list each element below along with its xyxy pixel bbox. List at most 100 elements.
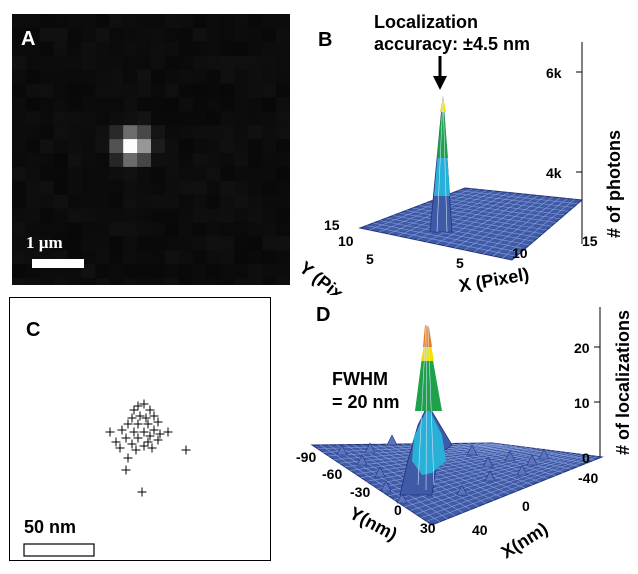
- image-pixel: [53, 208, 69, 224]
- image-pixel: [81, 208, 96, 224]
- image-pixel: [164, 55, 180, 71]
- image-pixel: [178, 97, 194, 112]
- image-pixel: [262, 166, 277, 182]
- image-pixel: [206, 222, 222, 237]
- image-pixel: [67, 194, 83, 210]
- localization-cross: [145, 431, 155, 441]
- image-pixel: [53, 83, 69, 98]
- image-pixel: [234, 250, 249, 265]
- image-pixel: [151, 153, 166, 168]
- image-pixel: [25, 97, 41, 112]
- image-pixel: [123, 125, 138, 140]
- image-pixel: [95, 264, 110, 279]
- image-pixel: [220, 236, 235, 251]
- image-pixel: [67, 125, 83, 140]
- image-pixel: [178, 111, 194, 126]
- image-pixel: [192, 153, 208, 168]
- image-pixel: [39, 194, 55, 210]
- image-pixel: [81, 278, 96, 285]
- image-pixel: [192, 97, 208, 112]
- y-tick-5: 5: [366, 251, 374, 267]
- image-pixel: [164, 278, 180, 285]
- image-pixel: [178, 264, 194, 279]
- floor-spike: [374, 466, 386, 478]
- image-pixel: [248, 236, 263, 251]
- image-pixel: [81, 111, 96, 126]
- image-pixel: [248, 166, 263, 182]
- y-tick-15: 15: [324, 217, 340, 233]
- peak-green: [437, 96, 448, 158]
- image-pixel: [137, 14, 152, 29]
- image-pixel: [12, 208, 27, 224]
- image-pixel: [276, 125, 290, 140]
- image-pixel: [151, 208, 166, 224]
- image-pixel: [39, 69, 55, 85]
- image-pixel: [109, 208, 124, 224]
- image-pixel: [109, 264, 124, 279]
- image-pixel: [137, 83, 152, 98]
- image-pixel: [151, 236, 166, 251]
- image-pixel: [276, 278, 290, 285]
- image-pixel: [164, 83, 180, 98]
- image-pixel: [39, 208, 55, 224]
- image-pixel: [12, 166, 27, 182]
- image-pixel: [234, 55, 249, 71]
- image-pixel: [248, 278, 263, 285]
- image-pixel: [262, 27, 277, 43]
- image-pixel: [53, 55, 69, 71]
- floor-spike: [484, 470, 496, 482]
- z-tick-4k: 4k: [546, 165, 562, 181]
- localization-cross: [143, 437, 153, 447]
- image-pixel: [67, 180, 83, 196]
- localization-cross: [121, 465, 131, 475]
- image-pixel: [25, 27, 41, 43]
- image-pixel: [276, 83, 290, 98]
- image-pixel: [206, 97, 222, 112]
- image-pixel: [109, 250, 124, 265]
- image-pixel: [109, 27, 124, 43]
- image-pixel: [95, 180, 110, 196]
- image-pixel: [39, 97, 55, 112]
- image-pixel: [12, 236, 27, 251]
- image-pixel: [220, 14, 235, 29]
- image-pixel: [206, 69, 222, 85]
- localization-cross: [127, 439, 137, 449]
- image-pixel: [123, 222, 138, 237]
- image-pixel: [248, 125, 263, 140]
- image-pixel: [262, 139, 277, 154]
- localization-cross: [153, 417, 163, 427]
- floor-spike: [456, 484, 468, 496]
- image-pixel: [276, 139, 290, 154]
- image-pixel: [220, 139, 235, 154]
- image-pixel: [276, 14, 290, 29]
- image-pixel: [25, 278, 41, 285]
- image-pixel: [123, 194, 138, 210]
- image-pixel: [95, 166, 110, 182]
- image-pixel: [137, 153, 152, 168]
- image-pixel: [12, 83, 27, 98]
- image-pixel: [81, 27, 96, 43]
- image-pixel: [39, 83, 55, 98]
- image-pixel: [164, 69, 180, 85]
- image-pixel: [248, 264, 263, 279]
- image-pixel: [151, 27, 166, 43]
- image-pixel: [276, 222, 290, 237]
- image-pixel: [25, 166, 41, 182]
- image-pixel: [67, 278, 83, 285]
- image-pixel: [12, 264, 27, 279]
- image-pixel: [67, 153, 83, 168]
- image-pixel: [276, 208, 290, 224]
- image-pixel: [192, 180, 208, 196]
- image-pixel: [12, 111, 27, 126]
- image-pixel: [164, 125, 180, 140]
- image-pixel: [109, 236, 124, 251]
- image-pixel: [164, 27, 180, 43]
- image-pixel: [53, 194, 69, 210]
- panel-label-c: C: [26, 319, 41, 341]
- image-pixel: [178, 166, 194, 182]
- image-pixel: [276, 250, 290, 265]
- image-pixel: [276, 264, 290, 279]
- image-pixel: [25, 41, 41, 57]
- image-pixel: [234, 222, 249, 237]
- image-pixel: [206, 278, 222, 285]
